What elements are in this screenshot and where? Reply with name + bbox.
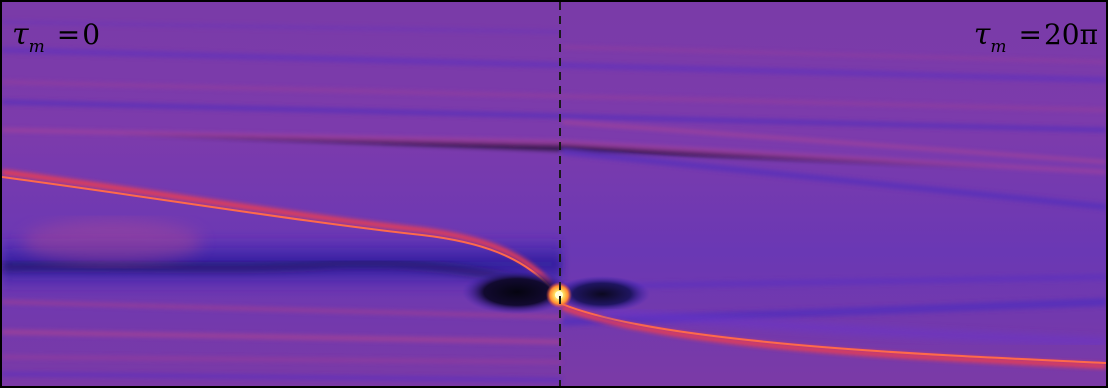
left-panel-label: τm =0 — [12, 17, 101, 56]
red-arc-right — [561, 304, 1106, 369]
red-arc-left — [2, 169, 552, 286]
dark-lobe-right — [554, 276, 650, 312]
upper-streaks — [2, 20, 1106, 210]
dark-filament — [2, 260, 553, 290]
label-value: 20π — [1043, 18, 1098, 51]
tau-symbol: τ — [12, 17, 29, 52]
tau-subscript: m — [990, 37, 1007, 57]
tau-subscript: m — [28, 37, 45, 57]
red-arc-right-core — [561, 303, 1106, 364]
red-arc-left-core — [2, 176, 551, 288]
label-value: 0 — [82, 18, 101, 51]
equals-sign: = — [1018, 18, 1042, 51]
equals-sign: = — [56, 18, 81, 51]
tau-symbol: τ — [973, 17, 991, 52]
blue-arc-right — [601, 308, 1106, 346]
pink-glow — [22, 220, 202, 264]
dark-lobe-left — [462, 270, 572, 314]
right-panel-label: τm =20π — [973, 17, 1098, 56]
